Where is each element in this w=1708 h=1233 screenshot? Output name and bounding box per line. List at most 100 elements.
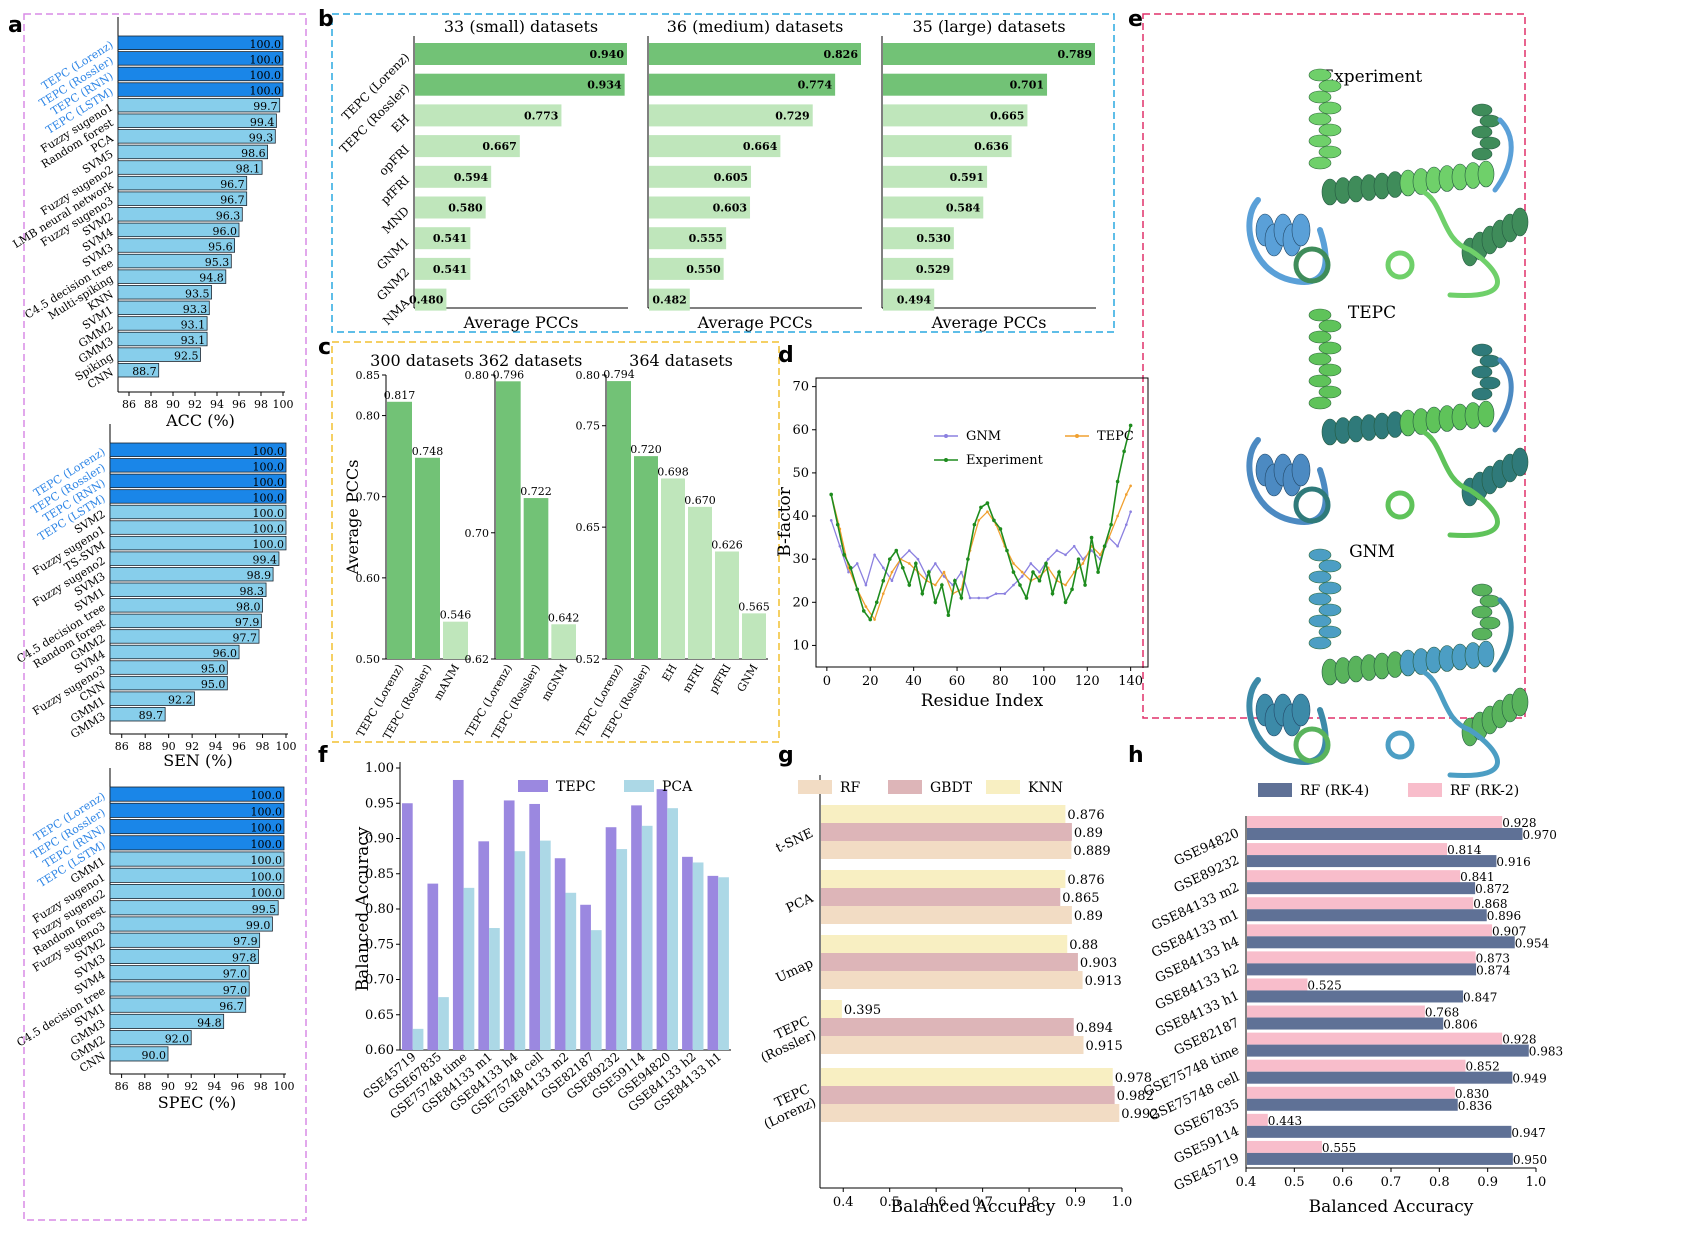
helix-segment — [1511, 447, 1529, 477]
data-point — [953, 578, 957, 583]
bar — [580, 904, 591, 1050]
bar — [883, 257, 954, 280]
bar-value-label: 0.603 — [713, 202, 747, 215]
bar-value-label: 0.874 — [1476, 963, 1511, 977]
bar-value-label: 100.0 — [250, 85, 282, 98]
data-point — [992, 518, 996, 523]
subplot-title: 33 (small) datasets — [444, 17, 598, 36]
helix-segment — [1479, 136, 1501, 150]
y-tick-label: 0.80 — [576, 369, 601, 382]
helix-segment — [1308, 352, 1332, 366]
bar-value-label: 0.915 — [1086, 1039, 1123, 1054]
data-point — [977, 519, 981, 522]
bar-value-label: 99.5 — [252, 903, 277, 916]
helix-segment — [1308, 68, 1332, 82]
y-tick-label: 0.75 — [365, 937, 394, 952]
helix-segment — [1318, 79, 1342, 93]
bar-value-label: 0.794 — [603, 368, 635, 381]
bar-value-label: 0.928 — [1502, 816, 1536, 830]
bar — [554, 858, 566, 1050]
helix-segment — [1477, 160, 1495, 188]
bar — [109, 707, 166, 722]
bar — [682, 856, 693, 1050]
panel-label-c: c — [318, 335, 331, 360]
coil — [1492, 117, 1514, 193]
bar-value-label: 99.4 — [252, 554, 277, 567]
bar — [415, 43, 627, 65]
bar — [883, 227, 954, 250]
subplot-title: 364 datasets — [629, 351, 733, 370]
bar-value-label: 100.0 — [250, 69, 282, 82]
bar-value-label: 0.872 — [1475, 882, 1509, 896]
legend-label: TEPC — [1097, 429, 1134, 444]
bar-value-label: 0.665 — [990, 109, 1024, 122]
structure-title: TEPC — [1348, 303, 1396, 323]
data-point — [1107, 536, 1111, 539]
bar — [1247, 882, 1476, 895]
x-tick-label: 100 — [273, 398, 294, 411]
bar — [688, 506, 712, 659]
bar — [415, 227, 471, 250]
bar — [109, 900, 279, 916]
panel-b-border — [331, 13, 1115, 333]
bar-value-label: 0.836 — [1458, 1099, 1492, 1113]
helix-segment — [1308, 570, 1332, 584]
data-point — [1012, 583, 1015, 587]
helix-segment — [1477, 640, 1495, 668]
data-point — [972, 522, 977, 527]
x-axis-title: Average PCCs — [697, 313, 813, 332]
bar — [117, 191, 248, 206]
bar-value-label: 0.950 — [1513, 1153, 1547, 1167]
bar-value-label: 0.774 — [798, 79, 833, 92]
bar — [1247, 1032, 1503, 1045]
bar-value-label: 0.626 — [711, 538, 743, 551]
helix-segment — [1308, 156, 1332, 170]
data-point — [1003, 592, 1007, 595]
category-label: mANM — [431, 662, 462, 703]
bar — [117, 316, 208, 331]
data-point — [1115, 479, 1120, 484]
x-tick-label: 80 — [992, 674, 1009, 689]
y-tick-label: 0.50 — [356, 653, 381, 666]
bar-value-label: 0.550 — [686, 263, 721, 276]
bar-value-label: 100.0 — [253, 538, 285, 551]
legend-label: GNM — [966, 429, 1001, 444]
bar-value-label: 0.722 — [520, 485, 552, 498]
helix-segment — [1308, 396, 1332, 410]
helix-segment — [1511, 207, 1529, 237]
data-point — [1098, 553, 1102, 557]
bar — [117, 363, 160, 378]
bar-value-label: 0.928 — [1502, 1033, 1536, 1047]
data-point — [881, 578, 886, 583]
helix-segment — [1291, 693, 1311, 727]
data-point — [881, 566, 885, 570]
y-tick-label: 0.70 — [465, 527, 490, 540]
bar — [109, 916, 273, 932]
bar — [415, 196, 486, 219]
bar-value-label: 0.605 — [714, 171, 748, 184]
bar — [1247, 1071, 1513, 1084]
x-tick-label: 0.9 — [1065, 1195, 1086, 1210]
bar — [649, 196, 751, 219]
legend-marker — [944, 458, 948, 462]
data-point — [864, 605, 868, 608]
data-point — [977, 596, 981, 600]
bar-value-label: 98.9 — [247, 569, 272, 582]
bar — [109, 981, 250, 997]
bar — [1247, 843, 1448, 856]
bar — [883, 73, 1048, 96]
bar — [715, 551, 739, 659]
bar — [1247, 1017, 1444, 1030]
y-tick-label: 0.75 — [576, 420, 601, 433]
category-label: MND — [379, 204, 412, 237]
protein-structure-0 — [1246, 68, 1529, 299]
bar — [883, 196, 984, 219]
bar — [117, 269, 227, 284]
bar — [1247, 897, 1474, 910]
y-tick-label: 30 — [792, 552, 809, 567]
y-tick-label: 0.60 — [356, 572, 381, 585]
data-point — [1096, 570, 1100, 574]
panel-label-b: b — [318, 7, 334, 32]
bar — [631, 805, 642, 1050]
bar-value-label: 97.7 — [233, 631, 258, 644]
